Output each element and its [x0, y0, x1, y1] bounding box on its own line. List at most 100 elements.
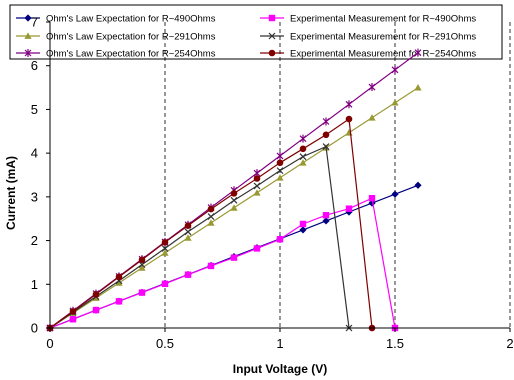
legend-marker	[24, 14, 32, 22]
legend-marker	[268, 49, 276, 57]
data-point	[414, 181, 422, 189]
data-point	[299, 159, 307, 166]
data-point	[414, 48, 422, 57]
data-point	[299, 145, 307, 153]
legend-label: Ohm's Law Expectation for R~254Ohms	[46, 49, 216, 60]
data-point	[207, 219, 215, 226]
data-point	[230, 254, 238, 261]
y-tick-label: 6	[31, 58, 38, 73]
data-point	[69, 316, 77, 323]
x-tick-label: 2	[506, 336, 513, 351]
data-point	[299, 220, 307, 228]
data-point	[230, 196, 238, 204]
data-point	[276, 174, 284, 181]
data-point	[345, 205, 353, 212]
series-layer	[46, 48, 422, 332]
data-point	[276, 159, 284, 167]
grid	[164, 22, 511, 328]
y-tick-label: 2	[31, 233, 38, 248]
data-point	[253, 175, 261, 182]
data-point	[345, 100, 353, 109]
x-tick-label: 1	[276, 336, 283, 351]
data-point	[184, 228, 192, 236]
data-point	[138, 264, 146, 271]
data-point	[276, 236, 284, 243]
tick-labels: 0 0.5 1 1.5 2 0 1 2 3 4 5 6 7	[31, 15, 514, 352]
legend-entry: Experimental Measurement for R~254Ohms	[260, 49, 476, 60]
legend: Ohm's Law Expectation for R~490Ohms Exper…	[16, 14, 476, 60]
series-line	[49, 145, 350, 329]
data-point	[92, 291, 100, 298]
legend-marker	[24, 49, 32, 57]
x-tick-label: 0.5	[156, 336, 174, 351]
data-point	[276, 151, 284, 160]
data-point	[92, 306, 100, 314]
legend-label: Ohm's Law Expectation for R~490Ohms	[46, 14, 216, 25]
data-point	[115, 279, 123, 286]
data-point	[184, 234, 192, 241]
legend-entry: Ohm's Law Expectation for R~254Ohms	[16, 49, 216, 60]
y-tick-label: 0	[31, 321, 38, 336]
data-point	[345, 129, 353, 136]
legend-marker	[24, 32, 32, 39]
y-tick-label: 3	[31, 189, 38, 204]
data-point	[368, 114, 376, 121]
data-point	[207, 205, 215, 213]
data-point	[253, 182, 261, 190]
data-point	[299, 134, 307, 143]
legend-entry: Experimental Measurement for R~490Ohms	[260, 14, 476, 25]
data-point	[345, 115, 353, 123]
data-point	[299, 226, 307, 234]
legend-entry: Ohm's Law Expectation for R~490Ohms	[16, 14, 216, 25]
data-point	[368, 83, 376, 92]
legend-marker	[268, 14, 276, 22]
y-tick-label: 5	[31, 102, 38, 117]
data-point	[115, 298, 123, 305]
legend-entry: Experimental Measurement for R~291Ohms	[260, 32, 476, 43]
data-point	[276, 167, 284, 175]
data-point	[391, 65, 399, 74]
data-point	[322, 131, 330, 139]
y-tick-label: 4	[31, 146, 38, 161]
data-point	[253, 189, 261, 196]
axes	[46, 21, 511, 332]
data-point	[322, 212, 330, 219]
legend-label: Experimental Measurement for R~254Ohms	[290, 49, 476, 60]
data-point	[253, 245, 261, 252]
legend-entry: Ohm's Law Expectation for R~291Ohms	[16, 32, 216, 43]
data-point	[391, 190, 399, 198]
data-point	[368, 194, 376, 202]
x-tick-label: 0	[46, 336, 53, 351]
data-point	[207, 213, 215, 220]
y-tick-label: 7	[31, 15, 38, 30]
data-point	[138, 261, 146, 269]
data-point	[322, 143, 330, 151]
data-point	[391, 99, 399, 106]
data-point	[161, 239, 169, 246]
data-point	[230, 204, 238, 211]
legend-label: Experimental Measurement for R~490Ohms	[290, 14, 476, 25]
y-axis-title: Current (mA)	[4, 156, 18, 230]
data-point	[69, 308, 77, 315]
data-point	[299, 153, 307, 161]
series-line	[49, 197, 396, 329]
series-6	[46, 115, 376, 332]
data-point	[322, 217, 330, 225]
data-point	[138, 289, 146, 296]
data-point	[207, 262, 215, 270]
data-point	[414, 84, 422, 91]
data-point	[161, 280, 169, 288]
series-3	[46, 84, 422, 331]
data-point	[115, 273, 123, 281]
data-point	[230, 190, 238, 197]
x-tick-label: 1.5	[386, 336, 404, 351]
legend-label: Ohm's Law Expectation for R~291Ohms	[46, 32, 216, 43]
data-point	[161, 245, 169, 252]
data-point	[322, 117, 330, 126]
data-point	[184, 271, 192, 278]
y-tick-label: 1	[31, 277, 38, 292]
data-point	[138, 256, 146, 264]
legend-label: Experimental Measurement for R~291Ohms	[290, 32, 476, 43]
data-point	[161, 249, 169, 256]
